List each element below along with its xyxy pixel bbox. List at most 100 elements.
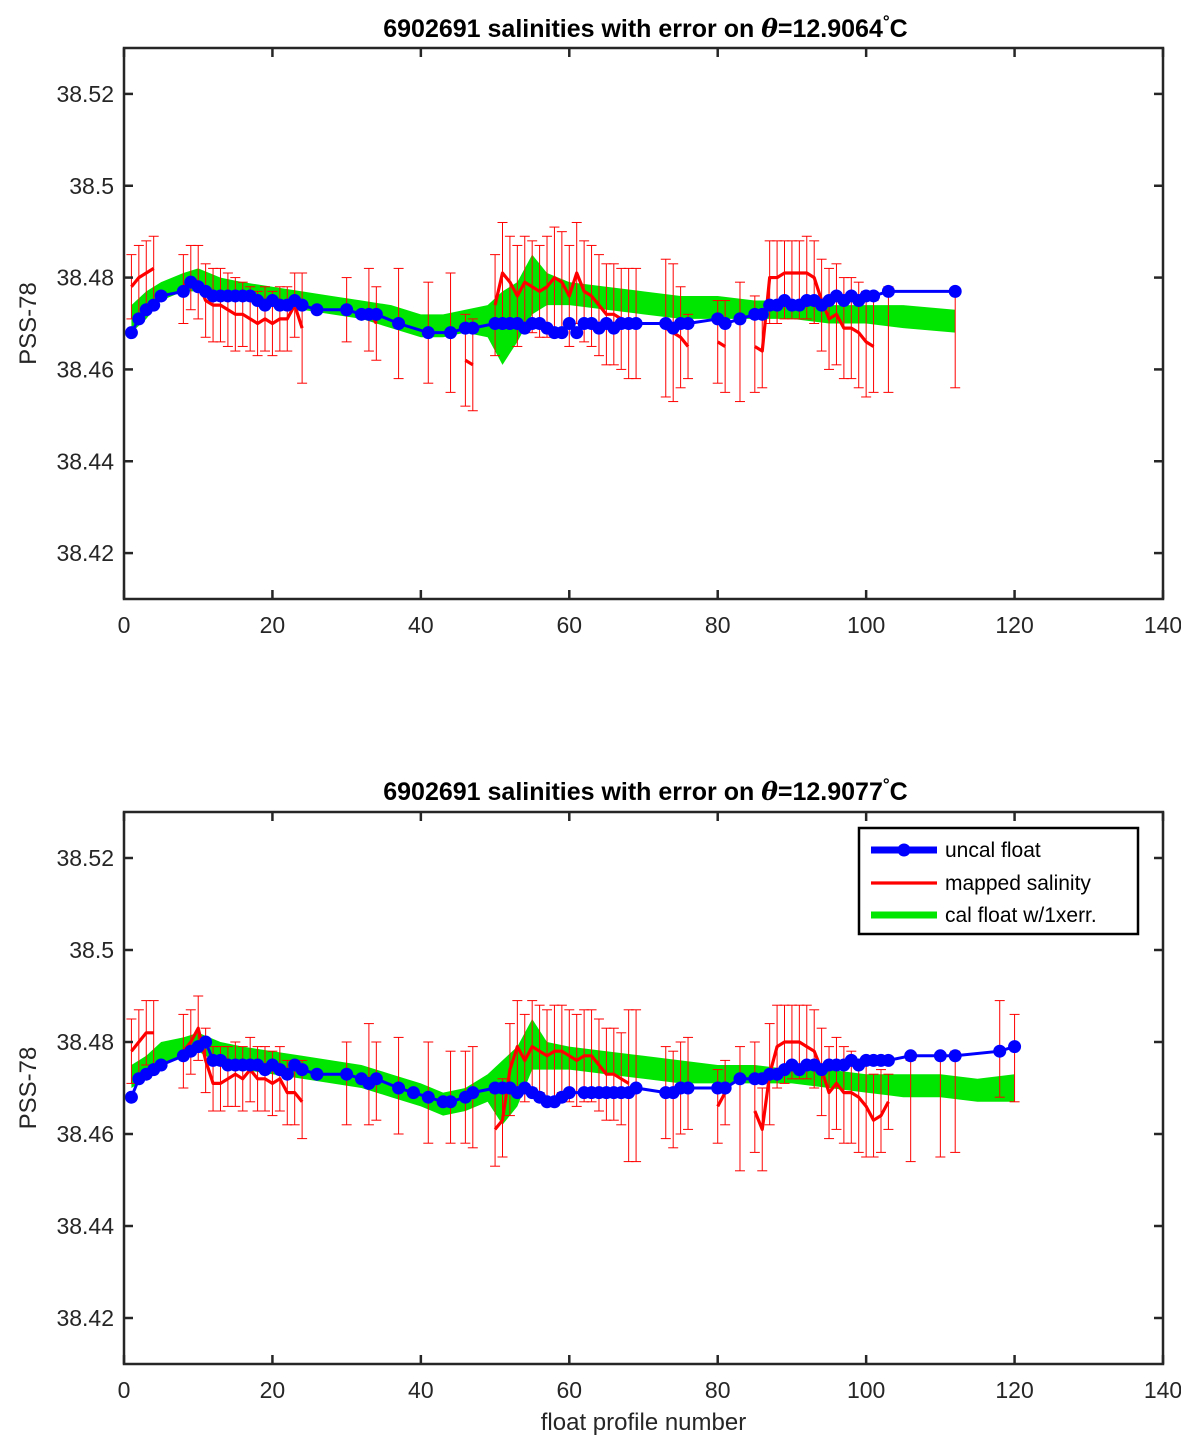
legend-label: uncal float (945, 839, 1041, 862)
plot-content (124, 995, 1022, 1172)
legend-entry: cal float w/1xerr. (871, 904, 1097, 927)
uncal-float-point (295, 298, 309, 312)
uncal-float-point (295, 1063, 309, 1077)
title-theta: θ (761, 777, 778, 806)
x-tick-label: 60 (556, 1377, 582, 1403)
axes-frame (122, 810, 1165, 1366)
uncal-float-point (421, 1090, 435, 1104)
uncal-float-point (154, 1058, 168, 1072)
error-bar (734, 1046, 745, 1172)
chart-1: 0 20 40 60 80 100 120 140 38.42 38.44 38.46 38.48 38… (15, 12, 1181, 638)
chart-title: 6902691 salinities with error on θ=12.90… (383, 12, 907, 43)
error-bar (868, 1073, 879, 1158)
uncal-float-point (733, 1072, 747, 1086)
x-tick-label: 60 (556, 612, 582, 638)
uncal-float-point (718, 1081, 732, 1095)
error-bar (668, 1050, 679, 1149)
legend-entry: uncal float (871, 839, 1041, 862)
x-tick-label: 100 (847, 1377, 885, 1403)
x-tick-label: 120 (995, 612, 1033, 638)
title-suffix: =12.9077 (778, 778, 883, 806)
uncal-float-point (562, 1086, 576, 1100)
uncal-float-point (280, 1067, 294, 1081)
mapped-salinity-line (753, 271, 875, 353)
y-tick-label: 38.48 (56, 265, 114, 291)
legend-label: cal float w/1xerr. (945, 904, 1097, 927)
x-tick-label: 80 (705, 612, 731, 638)
legend-marker (897, 843, 911, 857)
y-tick-label: 38.44 (56, 1213, 114, 1239)
x-tick-label: 0 (118, 1377, 131, 1403)
mapped-salinity-line (493, 1044, 630, 1131)
uncal-float-point (369, 1072, 383, 1086)
y-tick-label: 38.46 (56, 1121, 114, 1147)
y-tick-label: 38.42 (56, 540, 114, 566)
error-bar (363, 1023, 374, 1126)
uncal-float-point (881, 1053, 895, 1067)
uncal-float-point (466, 1086, 480, 1100)
x-tick-label: 0 (118, 612, 131, 638)
uncal-float-point (933, 1049, 947, 1063)
title-degree: ° (883, 775, 890, 794)
mapped-salinity-line (716, 1091, 727, 1108)
x-tick-label: 40 (408, 612, 434, 638)
mapped-salinity-line (716, 340, 726, 348)
mapped-salinity-line (493, 271, 630, 325)
uncal-float-point (948, 1049, 962, 1063)
title-prefix: 6902691 salinities with error on (383, 778, 761, 806)
y-axis-label: PSS-78 (15, 282, 42, 365)
legend-entry: mapped salinity (871, 872, 1091, 895)
title-degree: ° (883, 12, 890, 31)
uncal-float-point (176, 284, 190, 298)
uncal-float-point (681, 1081, 695, 1095)
y-axis-label: PSS-78 (15, 1047, 42, 1130)
uncal-float-point (147, 298, 161, 312)
mapped-salinity-line (464, 358, 474, 367)
uncal-float-point (124, 1090, 138, 1104)
x-tick-label: 140 (1144, 612, 1181, 638)
uncal-float-point (310, 303, 324, 317)
uncal-float-point (681, 317, 695, 330)
uncal-float-point (570, 326, 584, 340)
x-tick-label: 100 (847, 612, 885, 638)
y-tick-label: 38.52 (56, 81, 114, 107)
error-bar (749, 1041, 760, 1153)
y-tick-label: 38.44 (56, 448, 114, 474)
chart-title: 6902691 salinities with error on θ=12.90… (383, 775, 907, 806)
y-tick-label: 38.5 (69, 173, 114, 199)
title-unit: C (890, 778, 908, 806)
uncal-float-point (369, 307, 383, 321)
x-tick-label: 80 (705, 1377, 731, 1403)
uncal-float-point (867, 289, 881, 303)
uncal-float-point (444, 1095, 458, 1109)
uncal-float-point (340, 303, 354, 317)
x-tick-label: 20 (260, 1377, 286, 1403)
uncal-float-point (392, 1081, 406, 1095)
error-bar (809, 1009, 820, 1089)
uncal-float-point (562, 317, 576, 330)
x-tick-label: 140 (1144, 1377, 1181, 1403)
legend-label: mapped salinity (945, 872, 1091, 895)
x-axis-label: float profile number (541, 1409, 746, 1436)
mapped-salinity-line (130, 267, 155, 288)
y-tick-label: 38.48 (56, 1029, 114, 1055)
uncal-float-point (310, 1067, 324, 1081)
uncal-float-point (555, 326, 569, 340)
uncal-float-point (124, 326, 138, 340)
uncal-float-point (1008, 1040, 1022, 1054)
uncal-float-point (948, 284, 962, 298)
uncal-float-point (881, 284, 895, 298)
y-tick-label: 38.52 (56, 845, 114, 871)
uncal-float-point (993, 1044, 1007, 1058)
uncal-float-point (629, 1081, 643, 1095)
uncal-float-point (132, 312, 146, 326)
uncal-float-point (466, 321, 480, 335)
x-tick-label: 40 (408, 1377, 434, 1403)
error-bar (341, 1041, 352, 1126)
chart-2: 0 20 40 60 80 100 120 140 38.42 38.44 38.46 38.48 38… (15, 775, 1181, 1436)
uncal-float-point (392, 317, 406, 330)
error-bar (1009, 1013, 1020, 1103)
uncal-float-point (755, 307, 769, 321)
uncal-float-point (406, 1086, 420, 1100)
